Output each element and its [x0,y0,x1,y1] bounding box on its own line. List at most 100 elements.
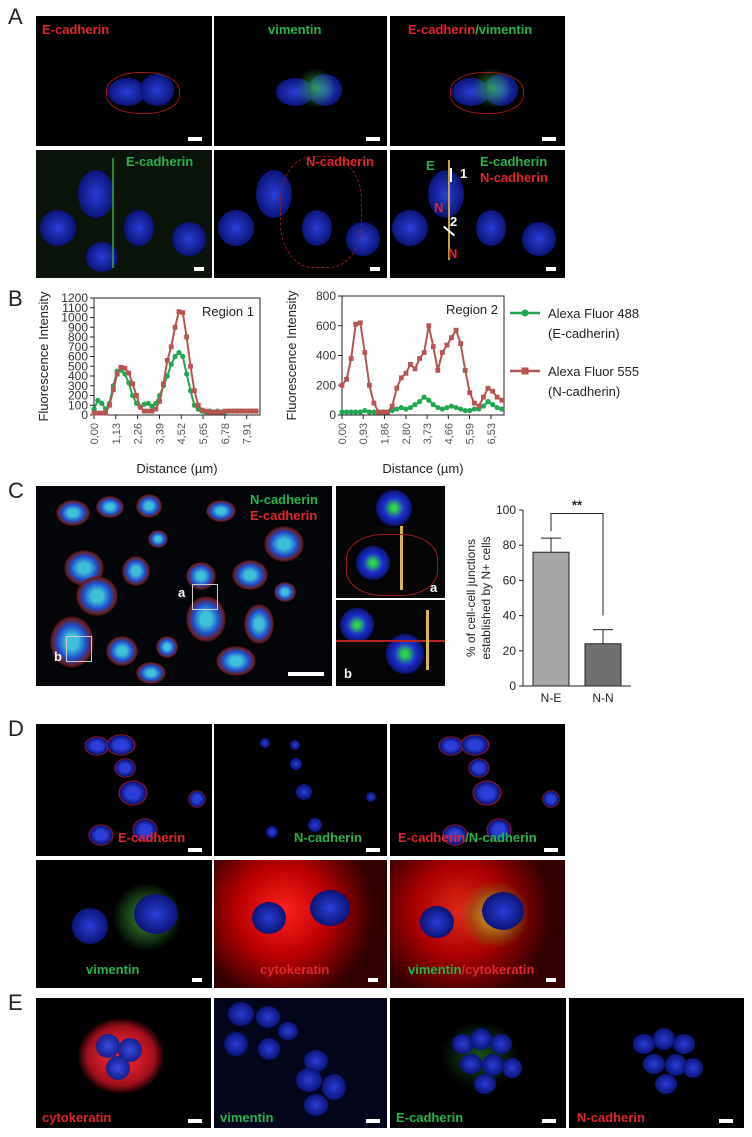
data-point [453,327,459,333]
cell-nucleus [50,616,94,668]
data-point [184,334,190,340]
data-point [107,402,112,408]
data-point [398,404,404,411]
micrograph-c-inset-b: b [336,600,445,686]
micrograph-d-ncadherin: N-cadherin [214,724,387,856]
data-point [449,335,454,341]
data-point [339,382,345,388]
data-point [164,358,170,363]
micrograph-d-merge: E-cadherin/N-cadherin [390,724,565,856]
data-point [114,371,120,377]
data-point [394,406,400,412]
data-point [371,409,377,415]
data-point [444,342,450,348]
data-point [230,408,236,414]
panel-letter-e: E [8,990,23,1015]
micrograph-d-cytokeratin: cytokeratin [214,860,387,988]
data-point [153,406,159,412]
y-tick-label: 500 [68,359,88,373]
legend-label: Alexa Fluor 555 [548,364,639,379]
cell-nucleus [653,1028,675,1050]
data-point [191,388,197,394]
cell-nucleus [88,824,114,846]
cell-nucleus [486,818,512,842]
data-point [462,407,468,414]
data-point [385,409,391,415]
cell-nucleus [122,556,150,586]
data-point [448,403,455,409]
x-axis-label: Distance (µm) [382,461,463,476]
scale-bar [542,137,556,141]
data-point [417,356,422,361]
micrograph-a-ecadherin-2: E-cadherin [36,150,212,278]
data-point [130,381,136,387]
data-point [195,402,201,408]
cell-nucleus [206,500,236,522]
x-tick-label: 1,86 [379,423,391,444]
data-point [435,404,441,411]
label-ecadherin: E-cadherin [480,154,548,169]
label-ncadherin: N-cadherin [480,170,548,185]
region-2-label: 2 [450,214,458,229]
label-ecadherin: E-cadherin [396,1110,464,1125]
cell-nucleus [304,1050,328,1072]
y-tick-label: 0 [329,408,336,422]
scale-bar [544,848,558,852]
data-point [407,404,414,411]
label-merge: vimentin/cytokeratin [408,962,534,977]
data-point [371,400,377,406]
cell-nucleus [84,736,110,756]
series-line [93,351,257,414]
micrograph-c-inset-a: a [336,486,445,598]
data-point [215,409,220,415]
x-tick-label: 7,91 [242,423,254,444]
x-tick-label: 0,00 [89,423,101,444]
cell-nucleus [542,790,560,808]
data-point [343,409,350,415]
data-point [394,385,400,391]
data-point [157,398,163,404]
scale-bar [546,978,556,982]
cell-nucleus [76,576,118,616]
y-tick-label: 1000 [61,311,88,325]
data-point [490,388,495,394]
cell-nucleus [106,636,138,666]
data-point [421,350,427,355]
micrograph-d-vimentin: vimentin [36,860,212,988]
cell-nucleus [322,1074,346,1100]
data-point [494,404,500,411]
micrograph-e-ecadherin: E-cadherin [390,998,566,1128]
data-point [145,400,151,406]
data-point [141,408,147,414]
x-tick-label: 2,80 [401,423,413,444]
data-point [176,309,182,315]
scale-bar [194,267,204,271]
data-point [353,321,359,327]
scale-bar [188,137,202,141]
data-point [467,390,473,396]
cell-nucleus [258,1038,280,1060]
y-tick-label: 700 [68,340,88,354]
data-point [168,361,174,367]
micrograph-d-merge-2: vimentin/cytokeratin [390,860,565,988]
cell-nucleus [114,758,136,778]
cell-nucleus [296,1068,322,1092]
data-point [137,404,143,410]
micrograph-c-overview: a b N-cadherin E-cadherin [36,486,332,686]
data-point [91,406,97,412]
data-point [199,407,205,413]
data-point [344,376,349,382]
label-ncadherin: N-cadherin [306,154,374,169]
cell-nucleus [474,1074,496,1094]
bar [584,643,622,687]
y-axis-label: Fluorescence Intensity [36,291,51,422]
x-tick-label: 3,39 [154,423,166,444]
bar [532,551,570,687]
cell-nucleus [274,582,296,602]
y-axis-label: % of cell-cell junctions [464,539,478,657]
label-ncadherin: N-cadherin [577,1110,645,1125]
data-point [222,408,228,414]
data-point [462,367,468,373]
x-tick-label: 5,59 [465,423,477,444]
data-point [211,409,217,415]
